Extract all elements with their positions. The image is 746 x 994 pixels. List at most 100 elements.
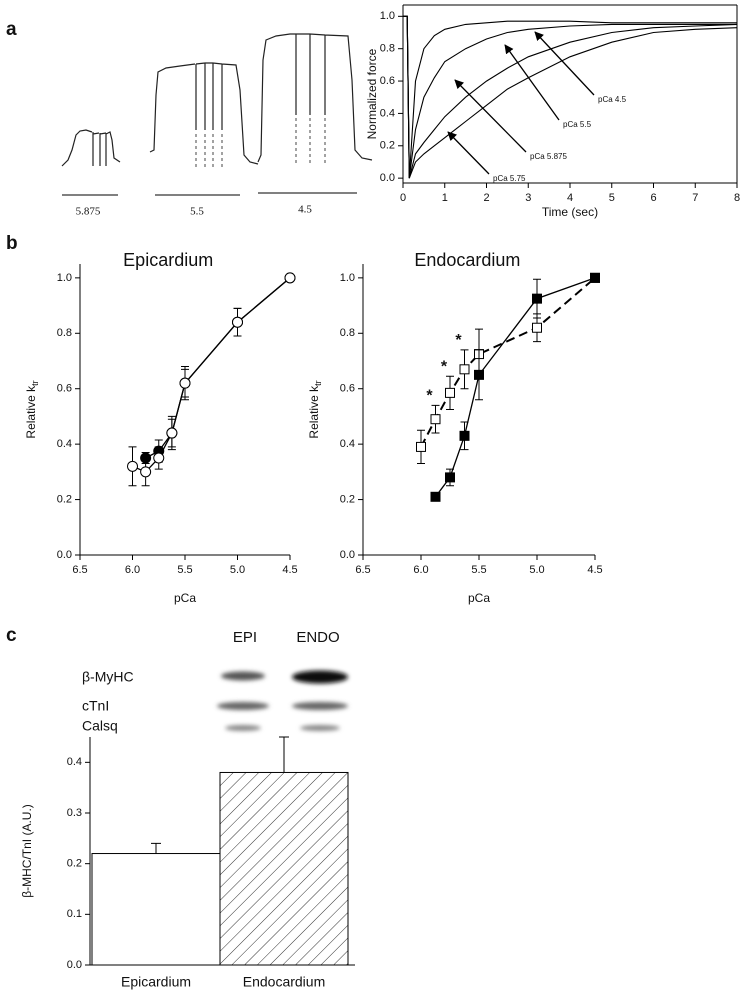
y-tick-label: 1.0 [380, 10, 395, 22]
force-traces: 5.875 5.5 4.5 [61, 33, 373, 218]
x-tick-label: 6.0 [125, 564, 140, 576]
chart-title: Endocardium [414, 250, 520, 270]
marker [445, 387, 455, 398]
annotation-arrow [447, 131, 490, 175]
chart: 0.0 0.2 0.4 0.6 0.8 1.0 0 1 2 3 4 5 6 7 8 Time (sec) Nor… [365, 4, 740, 219]
chart: 0.0 0.1 0.2 0.3 0.4 β-MHC/TnI (A.U.) Epicardiu… [20, 736, 355, 990]
panel-label: a [6, 19, 17, 40]
annotation-arrow [534, 31, 595, 96]
marker [474, 369, 484, 380]
annotation-arrow [504, 44, 560, 121]
band-label: Calsq [82, 718, 118, 734]
x-tick-label: Epicardium [121, 974, 191, 990]
bar [91, 853, 221, 966]
bar [219, 771, 349, 966]
x-tick-label: 4.5 [282, 564, 297, 576]
y-tick-label: 0.4 [380, 107, 395, 119]
x-tick-label: 5.0 [230, 564, 245, 576]
x-axis-label: Time (sec) [542, 205, 598, 219]
force-line [403, 15, 737, 179]
force-line [403, 15, 738, 179]
bands [217, 670, 348, 731]
y-axis-label-sub: tr [30, 380, 40, 386]
y-axis-label-text: Normalized force [365, 48, 379, 139]
y-tick-label: 0.6 [380, 75, 395, 87]
y-axis-label-text: Relative k [24, 385, 38, 439]
y-tick-label: 1.0 [57, 272, 72, 284]
lane-label: ENDO [296, 629, 339, 646]
x-tick-label: 6 [650, 192, 656, 204]
series-label: pCa 5.75 [493, 174, 526, 183]
x-tick-label: 2 [483, 192, 489, 204]
x-tick-label: 6.0 [413, 564, 428, 576]
y-tick-label: 0.8 [57, 327, 72, 339]
lane-label: EPI [233, 629, 257, 646]
marker [532, 293, 542, 304]
y-tick-label: 0.6 [57, 383, 72, 395]
trace [257, 33, 373, 163]
y-axis-label: β-MHC/TnI (A.U.) [20, 804, 34, 898]
x-tick-label: 5.5 [471, 564, 486, 576]
y-tick-label: 0.8 [380, 43, 395, 55]
force-line [403, 15, 738, 179]
y-axis-label-text: Relative k [307, 385, 321, 439]
significance: * [455, 332, 462, 349]
y-tick-label: 0.2 [57, 493, 72, 505]
marker [166, 427, 178, 439]
y-tick-label: 0.2 [340, 493, 355, 505]
x-tick-label: 7 [692, 192, 698, 204]
marker [153, 452, 165, 464]
y-tick-label: 0.0 [340, 549, 355, 561]
y-tick-label: 0.0 [380, 172, 395, 184]
y-tick-label: 0.8 [340, 327, 355, 339]
x-axis-label: pCa [468, 591, 490, 605]
y-tick-label: 0.3 [67, 807, 82, 819]
x-tick-label: 4.5 [587, 564, 602, 576]
series-label: pCa 5.5 [563, 120, 592, 129]
x-tick-label: 1 [442, 192, 448, 204]
panel-label: c [6, 625, 17, 646]
annotation-arrow [454, 79, 527, 153]
marker [459, 364, 470, 375]
y-tick-label: 0.2 [67, 858, 82, 870]
x-tick-label: 6.5 [355, 564, 370, 576]
y-tick-label: 0.0 [57, 549, 72, 561]
marker [430, 414, 441, 425]
y-tick-label: 0.4 [340, 438, 355, 450]
significance: * [426, 388, 433, 405]
chart: 0.0 0.2 0.4 0.6 0.8 1.0 6.5 6.0 5.5 5.0 4.5 pCa Rela… [307, 250, 602, 605]
marker [140, 466, 152, 478]
y-tick-label: 0.0 [67, 959, 82, 971]
x-tick-label: 8 [734, 192, 740, 204]
trace [61, 129, 121, 167]
marker [445, 472, 455, 483]
x-tick-label: 3 [525, 192, 531, 204]
y-axis-label: Relative ktr [307, 380, 323, 438]
x-tick-label: 6.5 [72, 564, 87, 576]
error-bar [279, 736, 289, 773]
band-label: β-MyHC [82, 669, 134, 685]
series-label: pCa 4.5 [598, 95, 627, 104]
marker [430, 491, 441, 502]
x-tick-label: 4 [567, 192, 573, 204]
chart-title: Epicardium [123, 250, 213, 270]
x-tick-label: Endocardium [243, 974, 326, 990]
y-tick-label: 0.4 [67, 756, 82, 768]
force-line [403, 15, 737, 179]
y-axis-label-sub: tr [313, 380, 323, 386]
y-tick-label: 0.6 [340, 383, 355, 395]
marker [416, 441, 426, 452]
marker [127, 460, 138, 472]
marker [590, 272, 600, 283]
marker [284, 272, 296, 284]
y-axis-label: Relative ktr [24, 380, 40, 438]
significance: * [441, 358, 448, 375]
chart: 0.0 0.2 0.4 0.6 0.8 1.0 6.5 6.0 5.5 5.0 4.5 pCa Rela… [24, 250, 297, 605]
marker [532, 322, 542, 333]
trace-label: 4.5 [298, 204, 312, 216]
trace [149, 62, 259, 165]
trace-label: 5.875 [76, 206, 101, 218]
error-bar [151, 842, 161, 854]
series-label: pCa 5.875 [530, 152, 567, 161]
